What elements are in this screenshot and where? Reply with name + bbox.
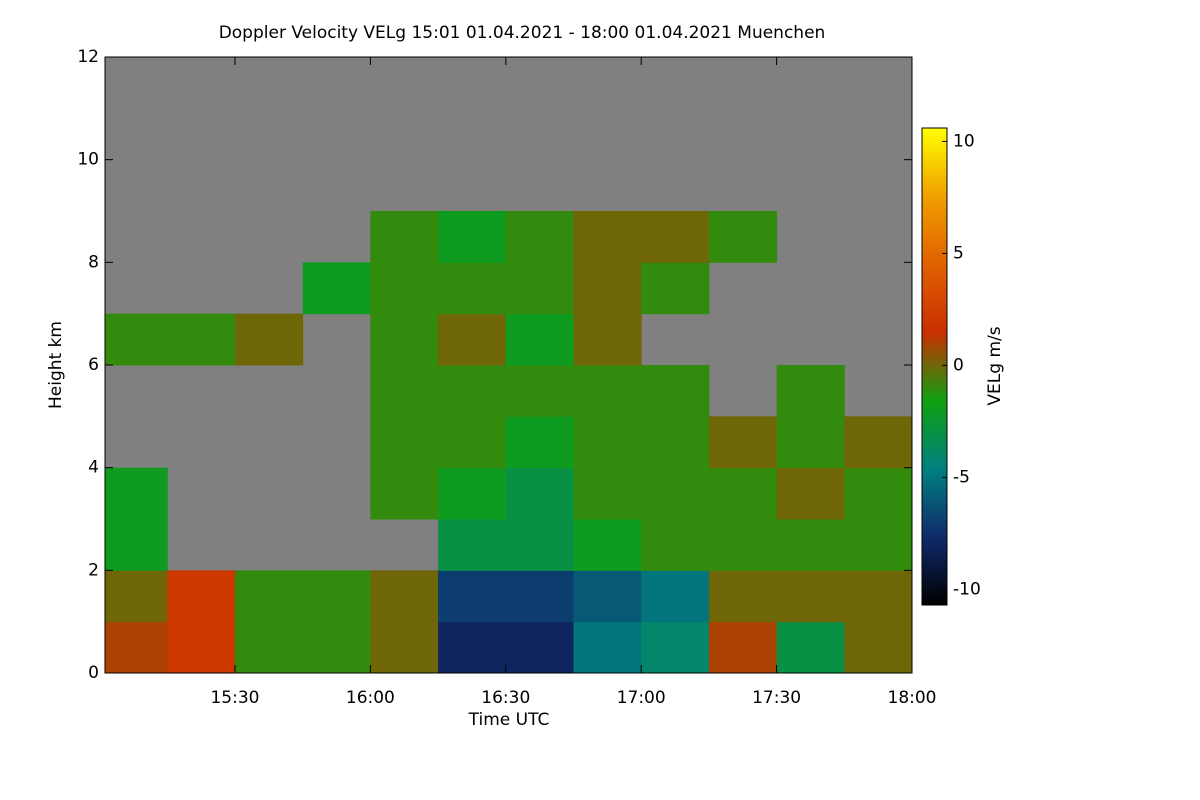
heatmap-cell [573,570,642,623]
heatmap-cell [573,211,642,263]
heatmap-cell [438,519,507,571]
heatmap-cell [708,570,778,623]
y-axis-label: Height km [46,321,66,409]
heatmap-cell [234,621,304,674]
x-tick-label: 15:30 [210,688,259,708]
y-tick-label: 10 [77,150,99,170]
heatmap-cell [438,621,507,674]
heatmap-cell [370,570,439,623]
heatmap-cell [505,621,574,674]
heatmap-cell [370,467,439,520]
heatmap-cell [302,570,371,623]
heatmap-cell [776,365,845,417]
colorbar-tick-label: 10 [953,131,975,151]
heatmap-cell [573,519,642,571]
heatmap-cell [438,467,507,520]
heatmap-cell [370,262,439,315]
heatmap-cell [105,467,168,520]
x-axis-label: Time UTC [468,710,550,730]
x-tick-label: 16:30 [481,688,530,708]
heatmap-cell [167,313,236,366]
heatmap-cell [370,211,439,263]
heatmap-cell [641,570,710,623]
colorbar-label: VELg m/s [985,326,1005,405]
heatmap-cell [167,621,236,674]
heatmap-cell [776,416,845,469]
heatmap-cell [438,211,507,263]
heatmap-cell [573,467,642,520]
x-tick-label: 17:00 [617,688,666,708]
heatmap-cell [776,519,845,571]
heatmap-cell [505,467,574,520]
colorbar-frame [921,127,948,606]
heatmap-cell [844,621,913,674]
heatmap-cell [641,519,710,571]
heatmap-cell [641,365,710,417]
heatmap-cell [438,416,507,469]
heatmap-cell [776,621,845,674]
heatmap-cell [505,570,574,623]
heatmap-cell [573,621,642,674]
chart-title: Doppler Velocity VELg 15:01 01.04.2021 -… [219,23,826,43]
heatmap-cell [302,262,371,315]
heatmap-cell [708,211,778,263]
y-tick-label: 8 [88,252,99,272]
heatmap-cell [573,365,642,417]
heatmap-cell [641,416,710,469]
heatmap-cell [105,313,168,366]
heatmap-cell [505,416,574,469]
heatmap-cell [370,365,439,417]
colorbar-tick-label: -10 [953,579,981,599]
heatmap-cell [505,211,574,263]
colorbar-tick-label: 5 [953,243,964,263]
y-tick-label: 6 [88,355,99,375]
y-tick-label: 4 [88,458,99,478]
heatmap-cell [641,211,710,263]
heatmap-cell [234,570,304,623]
heatmap-cell [776,570,845,623]
heatmap-cell [573,416,642,469]
heatmap-cell [438,262,507,315]
heatmap-cell [105,621,168,674]
colorbar-tick-label: -5 [953,467,970,487]
heatmap-cell [105,570,168,623]
x-tick-label: 17:30 [752,688,801,708]
heatmap-cell [641,621,710,674]
heatmap-cell [438,313,507,366]
colorbar-tick-label: 0 [953,355,964,375]
heatmap-cell [573,262,642,315]
colorbar [922,128,947,605]
heatmap-cell [505,519,574,571]
heatmap-cell [708,467,778,520]
heatmap-cell [844,519,913,571]
heatmap-cell [708,621,778,674]
heatmap-cell [370,621,439,674]
heatmap-cell [708,416,778,469]
y-tick-label: 0 [88,663,99,683]
heatmap-cell [573,313,642,366]
heatmap-cell [708,519,778,571]
heatmap-cell [641,262,710,315]
heatmap-cell [105,519,168,571]
y-tick-label: 2 [88,560,99,580]
x-tick-label: 16:00 [346,688,395,708]
heatmap-cell [844,467,913,520]
heatmap-cell [370,313,439,366]
y-tick-label: 12 [77,47,99,67]
heatmap-cell [167,570,236,623]
heatmap-cell [370,416,439,469]
heatmap-cell [776,467,845,520]
heatmap-cell [641,467,710,520]
heatmap-cell [505,365,574,417]
heatmap-cell [844,570,913,623]
heatmap-cell [302,621,371,674]
heatmap-cell [505,262,574,315]
heatmap-cell [438,570,507,623]
heatmap-cell [234,313,304,366]
x-tick-label: 18:00 [888,688,937,708]
heatmap-cell [505,313,574,366]
heatmap-cell [438,365,507,417]
heatmap-cell [844,416,913,469]
